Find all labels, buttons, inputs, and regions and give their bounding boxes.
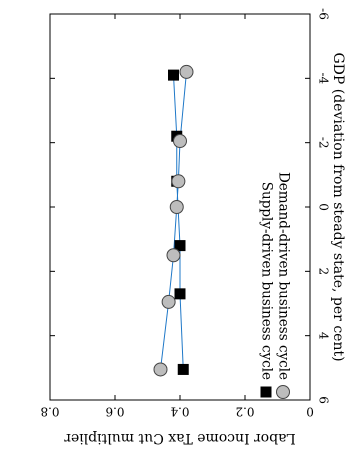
data-point-supply bbox=[174, 240, 186, 252]
y-tick-label: 0 bbox=[306, 405, 314, 419]
series-lines bbox=[160, 71, 187, 370]
x-tick-label: -4 bbox=[317, 72, 331, 84]
y-tick-label: 0.6 bbox=[105, 405, 124, 419]
data-point-supply bbox=[177, 363, 189, 375]
legend-marker-square bbox=[260, 386, 272, 398]
legend-marker-circle bbox=[276, 385, 290, 399]
series-markers bbox=[153, 64, 194, 377]
legend-label: Supply-driven business cycle bbox=[259, 182, 275, 380]
x-tick-label: -2 bbox=[317, 137, 331, 149]
y-tick-label: 0.8 bbox=[40, 405, 59, 419]
data-point-demand bbox=[166, 248, 181, 263]
x-tick-label: 2 bbox=[317, 268, 331, 276]
x-axis-label: GDP (deviation from steady state, per ce… bbox=[330, 52, 345, 361]
axis-labels: GDP (deviation from steady state, per ce… bbox=[64, 52, 345, 446]
data-point-demand bbox=[153, 362, 168, 377]
tick-labels: -6 -4 -2 0 2 4 6 0.8 0.6 0.4 0.2 0 bbox=[40, 8, 330, 418]
ticks bbox=[49, 13, 311, 401]
y-axis-label: Labor Income Tax Cut multiplier bbox=[64, 430, 296, 446]
data-point-demand bbox=[173, 134, 187, 149]
data-point-demand bbox=[171, 174, 186, 189]
x-tick-label: 0 bbox=[317, 203, 331, 211]
x-tick-label: 4 bbox=[317, 332, 331, 340]
data-point-demand bbox=[169, 200, 184, 214]
legend-label: Demand-driven business cycle bbox=[276, 172, 292, 380]
x-tick-label: -6 bbox=[317, 8, 331, 20]
data-point-demand bbox=[179, 64, 194, 79]
data-point-supply bbox=[168, 69, 179, 81]
legend: Supply-driven business cycle Demand-drive… bbox=[259, 172, 292, 399]
y-tick-label: 0.4 bbox=[170, 405, 189, 419]
x-tick-label: 6 bbox=[317, 396, 331, 404]
data-point-demand bbox=[161, 294, 176, 309]
y-tick-label: 0.2 bbox=[235, 405, 254, 419]
series-line-1 bbox=[160, 71, 187, 370]
data-point-supply bbox=[174, 288, 186, 300]
